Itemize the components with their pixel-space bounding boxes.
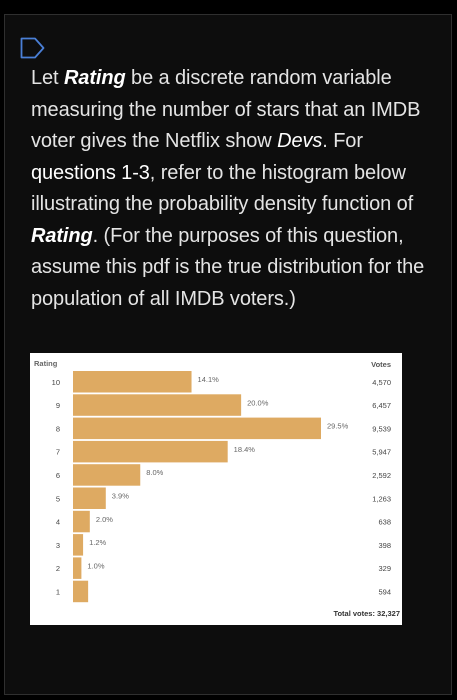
total-votes-label: Total votes: 32,327 [333,609,400,618]
rating-tick-label: 2 [56,564,60,573]
question-part: Devs [277,130,323,152]
rating-bar [73,417,321,440]
percent-label: 8.0% [146,468,163,477]
rating-axis-label: Rating [34,359,58,368]
votes-count: 9,539 [372,424,391,433]
question-part: Rating [31,224,93,247]
rating-bar [73,534,84,556]
votes-count: 329 [378,564,391,573]
rating-bar [73,510,90,533]
rating-bar [73,371,192,393]
votes-count: 5,947 [372,448,391,457]
percent-label: 14.1% [198,375,220,384]
votes-count: 638 [378,518,391,527]
votes-count: 6,457 [372,401,391,410]
question-part: Let [31,67,64,89]
rating-tick-label: 3 [56,541,60,550]
question-part: questions 1-3 [31,161,150,184]
rating-bar [73,580,89,603]
rating-tick-label: 1 [56,587,60,596]
histogram-svg: Rating Votes 10 14.1% 4,570 9 20.0% 6,457 8 29.5%… [34,359,400,618]
question-part: Rating [63,67,126,89]
rating-bar [73,557,82,579]
votes-count: 398 [378,541,391,550]
rating-tick-label: 9 [56,401,60,410]
votes-column-label: Votes [371,360,391,369]
rating-bar [73,394,242,416]
percent-label: 29.5% [327,422,349,431]
percent-label: 3.9% [112,492,129,501]
rating-tick-label: 6 [56,471,60,480]
question-part: , refer to the histogram below illustrat… [31,161,414,216]
percent-label: 18.4% [234,445,256,454]
percent-label: 2.0% [96,515,113,524]
percent-label: 20.0% [247,398,269,407]
percent-label: 1.2% [89,538,106,547]
rating-bar [73,487,106,509]
votes-count: 4,570 [372,378,391,387]
votes-count: 2,592 [372,471,391,480]
rating-tick-label: 8 [56,424,60,433]
question-part: be a discrete random variable measuring … [31,67,421,152]
question-part: . For [322,130,363,152]
question-text: Let Rating be a discrete random variable… [31,63,431,315]
votes-count: 1,263 [372,494,391,503]
votes-count: 594 [378,587,391,596]
rating-tick-label: 4 [56,518,60,527]
rating-bar [73,464,141,486]
question-part: . (For the purposes of this question, as… [31,224,425,310]
flag-icon[interactable] [20,37,46,59]
rating-bar [73,440,228,463]
rating-tick-label: 10 [52,378,60,387]
rating-histogram: Rating Votes 10 14.1% 4,570 9 20.0% 6,457 8 29.5%… [30,353,402,625]
rating-tick-label: 7 [56,448,60,457]
rating-tick-label: 5 [56,494,60,503]
percent-label: 1.0% [87,561,104,570]
